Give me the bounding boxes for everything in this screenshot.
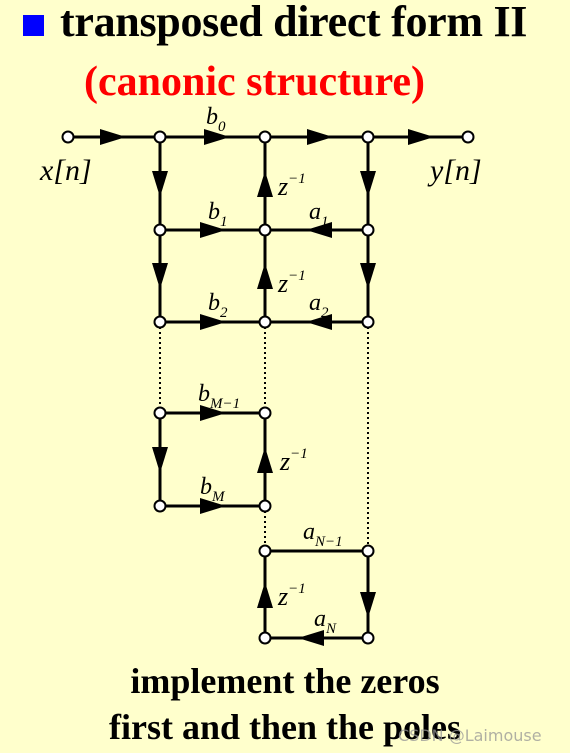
- arrow-up-icon: [257, 447, 273, 473]
- node: [361, 130, 375, 144]
- delay-label: z−1: [277, 268, 306, 298]
- bullet-square-icon: [23, 15, 44, 36]
- arrow-down-icon: [360, 263, 376, 289]
- node: [258, 499, 272, 513]
- arrow-down-icon: [152, 447, 168, 473]
- coef-aN: aN: [314, 606, 337, 637]
- coef-aN-1: aN−1: [303, 519, 343, 550]
- delay-label: z−1: [277, 581, 306, 611]
- arrow-left-icon: [298, 630, 324, 646]
- node: [258, 315, 272, 329]
- slide-title: transposed direct form II: [60, 0, 528, 46]
- node: [153, 406, 167, 420]
- node: [361, 223, 375, 237]
- coef-b2: b2: [208, 290, 228, 321]
- slide-subtitle: (canonic structure): [84, 59, 425, 105]
- node: [361, 315, 375, 329]
- node: [153, 130, 167, 144]
- arrow-right-icon: [200, 405, 226, 421]
- delay-label: z−1: [277, 171, 306, 201]
- delay-label: z−1: [279, 446, 308, 476]
- watermark: CSDN @Laimouse: [398, 726, 542, 745]
- node: [361, 544, 375, 558]
- arrow-right-icon: [204, 129, 230, 145]
- input-node: [61, 130, 75, 144]
- coef-b1: b1: [208, 199, 228, 230]
- arrow-down-icon: [360, 592, 376, 618]
- node: [153, 499, 167, 513]
- output-label: y[n]: [427, 154, 482, 187]
- arrow-up-icon: [257, 171, 273, 197]
- arrow-right-icon: [200, 314, 226, 330]
- coef-bM: bM: [200, 474, 226, 505]
- node: [258, 406, 272, 420]
- caption-line-1: implement the zeros: [130, 661, 440, 701]
- caption-line-2: first and then the poles: [108, 707, 462, 747]
- arrow-down-icon: [152, 263, 168, 289]
- arrow-right-icon: [100, 129, 126, 145]
- arrow-left-icon: [306, 314, 332, 330]
- coef-a2: a2: [309, 290, 329, 321]
- output-node: [461, 130, 475, 144]
- arrow-down-icon: [360, 171, 376, 197]
- arrow-right-icon: [307, 129, 333, 145]
- node: [153, 223, 167, 237]
- arrow-up-icon: [257, 263, 273, 289]
- node: [258, 130, 272, 144]
- node: [258, 544, 272, 558]
- arrow-right-icon: [408, 129, 434, 145]
- arrow-right-icon: [200, 222, 226, 238]
- arrow-down-icon: [152, 171, 168, 197]
- coef-a1: a1: [309, 199, 329, 230]
- arrow-up-icon: [257, 582, 273, 608]
- coef-b0: b0: [206, 104, 226, 135]
- node: [258, 631, 272, 645]
- coef-bM-1: bM−1: [198, 381, 240, 412]
- node: [361, 631, 375, 645]
- arrow-right-icon: [200, 498, 226, 514]
- arrow-left-icon: [306, 222, 332, 238]
- node: [258, 223, 272, 237]
- node: [153, 315, 167, 329]
- input-label: x[n]: [39, 154, 92, 187]
